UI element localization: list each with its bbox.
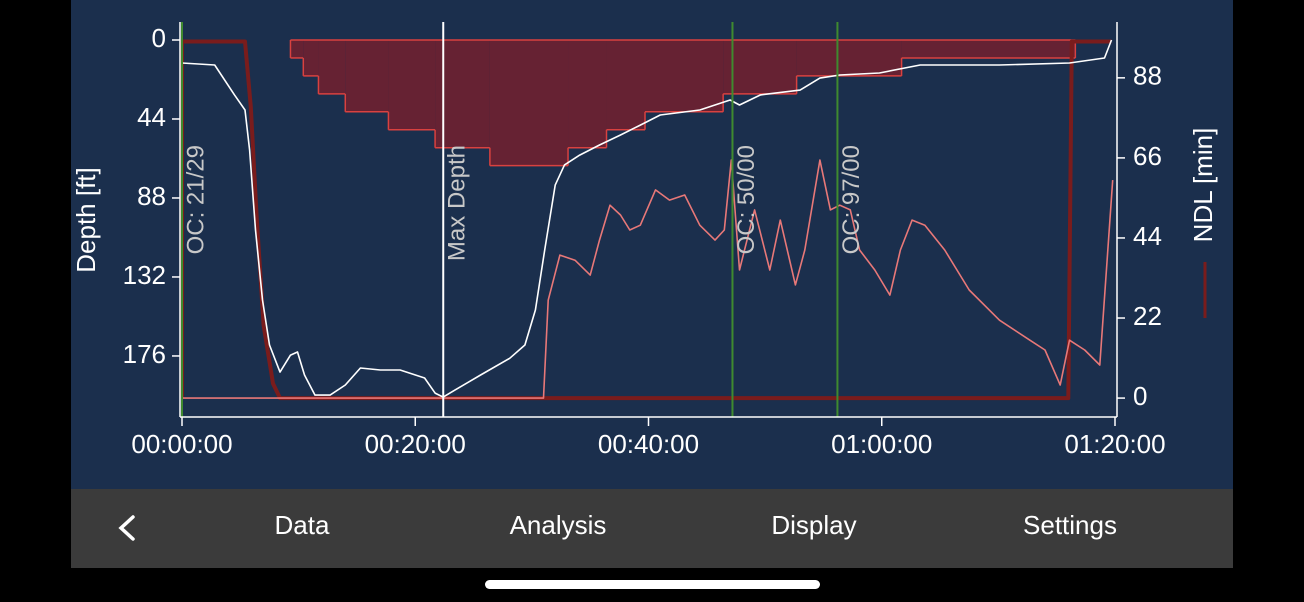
ceiling-step — [606, 40, 646, 130]
y2-tick-label: 0 — [1133, 381, 1147, 411]
event-label: OC: 21/29 — [182, 145, 209, 254]
ceiling-step — [723, 40, 797, 94]
ceiling-step — [290, 40, 304, 58]
back-button[interactable] — [118, 515, 135, 541]
ceiling-step — [796, 40, 902, 76]
ceiling-step — [568, 40, 607, 148]
plot: OC: 21/29 Max Depth OC: 50/00 OC: 97/00 0 44 8… — [123, 22, 1207, 459]
data-line — [180, 39, 1112, 401]
nav-tab[interactable]: Data — [275, 510, 330, 540]
data-line — [182, 159, 1114, 399]
nav-tab[interactable]: Display — [771, 510, 856, 540]
event-label: OC: 50/00 — [733, 145, 760, 254]
ceiling-step — [388, 40, 436, 130]
y2-tick-label: 22 — [1133, 301, 1162, 331]
x-tick-label: 00:40:00 — [598, 429, 699, 459]
y2-tick-label: 88 — [1133, 61, 1162, 91]
ceiling-step — [901, 40, 1076, 58]
y-tick-label: 132 — [123, 260, 166, 290]
x-tick-label: 01:00:00 — [831, 429, 932, 459]
y-tick-label: 0 — [152, 23, 166, 53]
nav-bar — [71, 489, 1233, 568]
ceiling-step — [345, 40, 389, 112]
ceiling-step — [489, 40, 569, 166]
home-indicator[interactable] — [485, 580, 820, 589]
y-tick-label: 88 — [137, 181, 166, 211]
event-label: Max Depth — [444, 145, 471, 261]
ceiling-step — [303, 40, 319, 76]
y-axis-title: Depth [ft] — [71, 167, 101, 273]
event-label: OC: 97/00 — [838, 145, 865, 254]
y2-tick-label: 44 — [1133, 221, 1162, 251]
nav-tab[interactable]: Settings — [1023, 510, 1117, 540]
x-tick-label: 01:20:00 — [1064, 429, 1165, 459]
ceiling-step — [645, 40, 724, 112]
y2-axis-title: NDL [min] — [1188, 128, 1218, 243]
y2-tick-label: 66 — [1133, 141, 1162, 171]
x-tick-label: 00:00:00 — [131, 429, 232, 459]
nav-tab[interactable]: Analysis — [510, 510, 607, 540]
y-tick-label: 44 — [137, 102, 166, 132]
y-tick-label: 176 — [123, 339, 166, 369]
x-tick-label: 00:20:00 — [365, 429, 466, 459]
ceiling-step — [318, 40, 346, 94]
data-line — [181, 39, 1113, 398]
